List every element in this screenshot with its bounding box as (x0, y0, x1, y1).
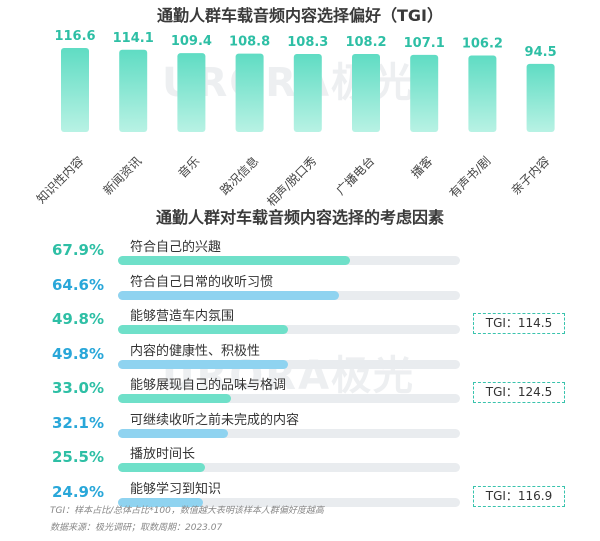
chart1-title: 通勤人群车载音频内容选择偏好（TGI） (156, 6, 443, 25)
factor-label: 能够展现自己的品味与格调 (130, 378, 287, 393)
tgi-bar (293, 53, 322, 132)
factor-bar (118, 497, 204, 507)
tgi-bar-chart: 116.6 114.1 109.4 108.8 108.3 108.2 107.1 106.2… (54, 29, 557, 133)
tgi-value-label: 107.1 (404, 36, 445, 51)
factor-percent: 64.6% (51, 275, 104, 294)
tgi-value-label: 116.6 (54, 29, 95, 44)
tgi-bar (177, 53, 206, 132)
factor-label: 播放时间长 (130, 447, 196, 462)
tgi-bar (352, 54, 380, 133)
footnote-tgi: TGI：样本占比/总体占比*100，数值越大表明该样本人群偏好度越高 (50, 506, 324, 516)
factor-percent: 33.0% (51, 379, 104, 397)
factor-bar-track (118, 290, 460, 300)
factor-bar (118, 428, 228, 438)
tgi-value-label: 108.8 (229, 35, 270, 50)
factor-percent: 49.8% (51, 344, 104, 363)
factor-bar (118, 325, 289, 334)
factor-percent: 25.5% (51, 448, 104, 466)
tgi-annotation: TGI：114.5 (473, 313, 565, 334)
factor-label: 内容的健康性、积极性 (130, 343, 261, 359)
factor-percent: 32.1% (51, 413, 104, 432)
tgi-value-label: 114.1 (113, 31, 154, 46)
factor-bar (118, 463, 206, 472)
factor-label: 符合自己日常的收听习惯 (130, 274, 274, 290)
tgi-value-label: 109.4 (171, 34, 212, 49)
factor-label: 可继续收听之前未完成的内容 (130, 412, 300, 428)
chart2-title: 通勤人群对车载音频内容选择的考虑因素 (155, 208, 444, 227)
tgi-bar (468, 55, 497, 133)
factor-bar-track (118, 394, 460, 403)
factor-label: 能够营造车内氛围 (130, 309, 235, 324)
factor-bar-track (118, 325, 460, 334)
tgi-bar (235, 53, 264, 132)
factor-bar (118, 290, 339, 300)
tgi-value-label: 106.2 (462, 36, 503, 51)
footnote-source: 数据来源：极光调研；取数周期：2023.07 (50, 523, 223, 533)
tgi-bar (119, 49, 148, 133)
factor-percent: 24.9% (51, 482, 104, 501)
factor-bar (118, 394, 231, 403)
factor-label: 能够学习到知识 (130, 481, 222, 497)
tgi-value-label: 108.3 (287, 35, 328, 50)
factor-bar-track (118, 463, 460, 472)
factor-bar-track (118, 428, 460, 438)
tgi-value-label: 94.5 (525, 45, 557, 60)
tgi-annotation: TGI：116.9 (473, 485, 565, 507)
tgi-bar (410, 54, 439, 132)
tgi-bar (61, 48, 89, 132)
factor-bar-track (118, 497, 460, 507)
factor-bar (118, 256, 351, 265)
tgi-annotation: TGI：124.5 (473, 382, 565, 403)
factor-bar-track (118, 359, 460, 369)
tgi-bar (526, 63, 555, 132)
factor-bar (118, 359, 289, 369)
factor-percent: 67.9% (51, 241, 104, 259)
tgi-value-label: 108.2 (345, 35, 386, 50)
factor-label: 符合自己的兴趣 (130, 240, 222, 255)
factor-bar-track (118, 256, 460, 265)
factor-percent: 49.8% (51, 310, 104, 328)
